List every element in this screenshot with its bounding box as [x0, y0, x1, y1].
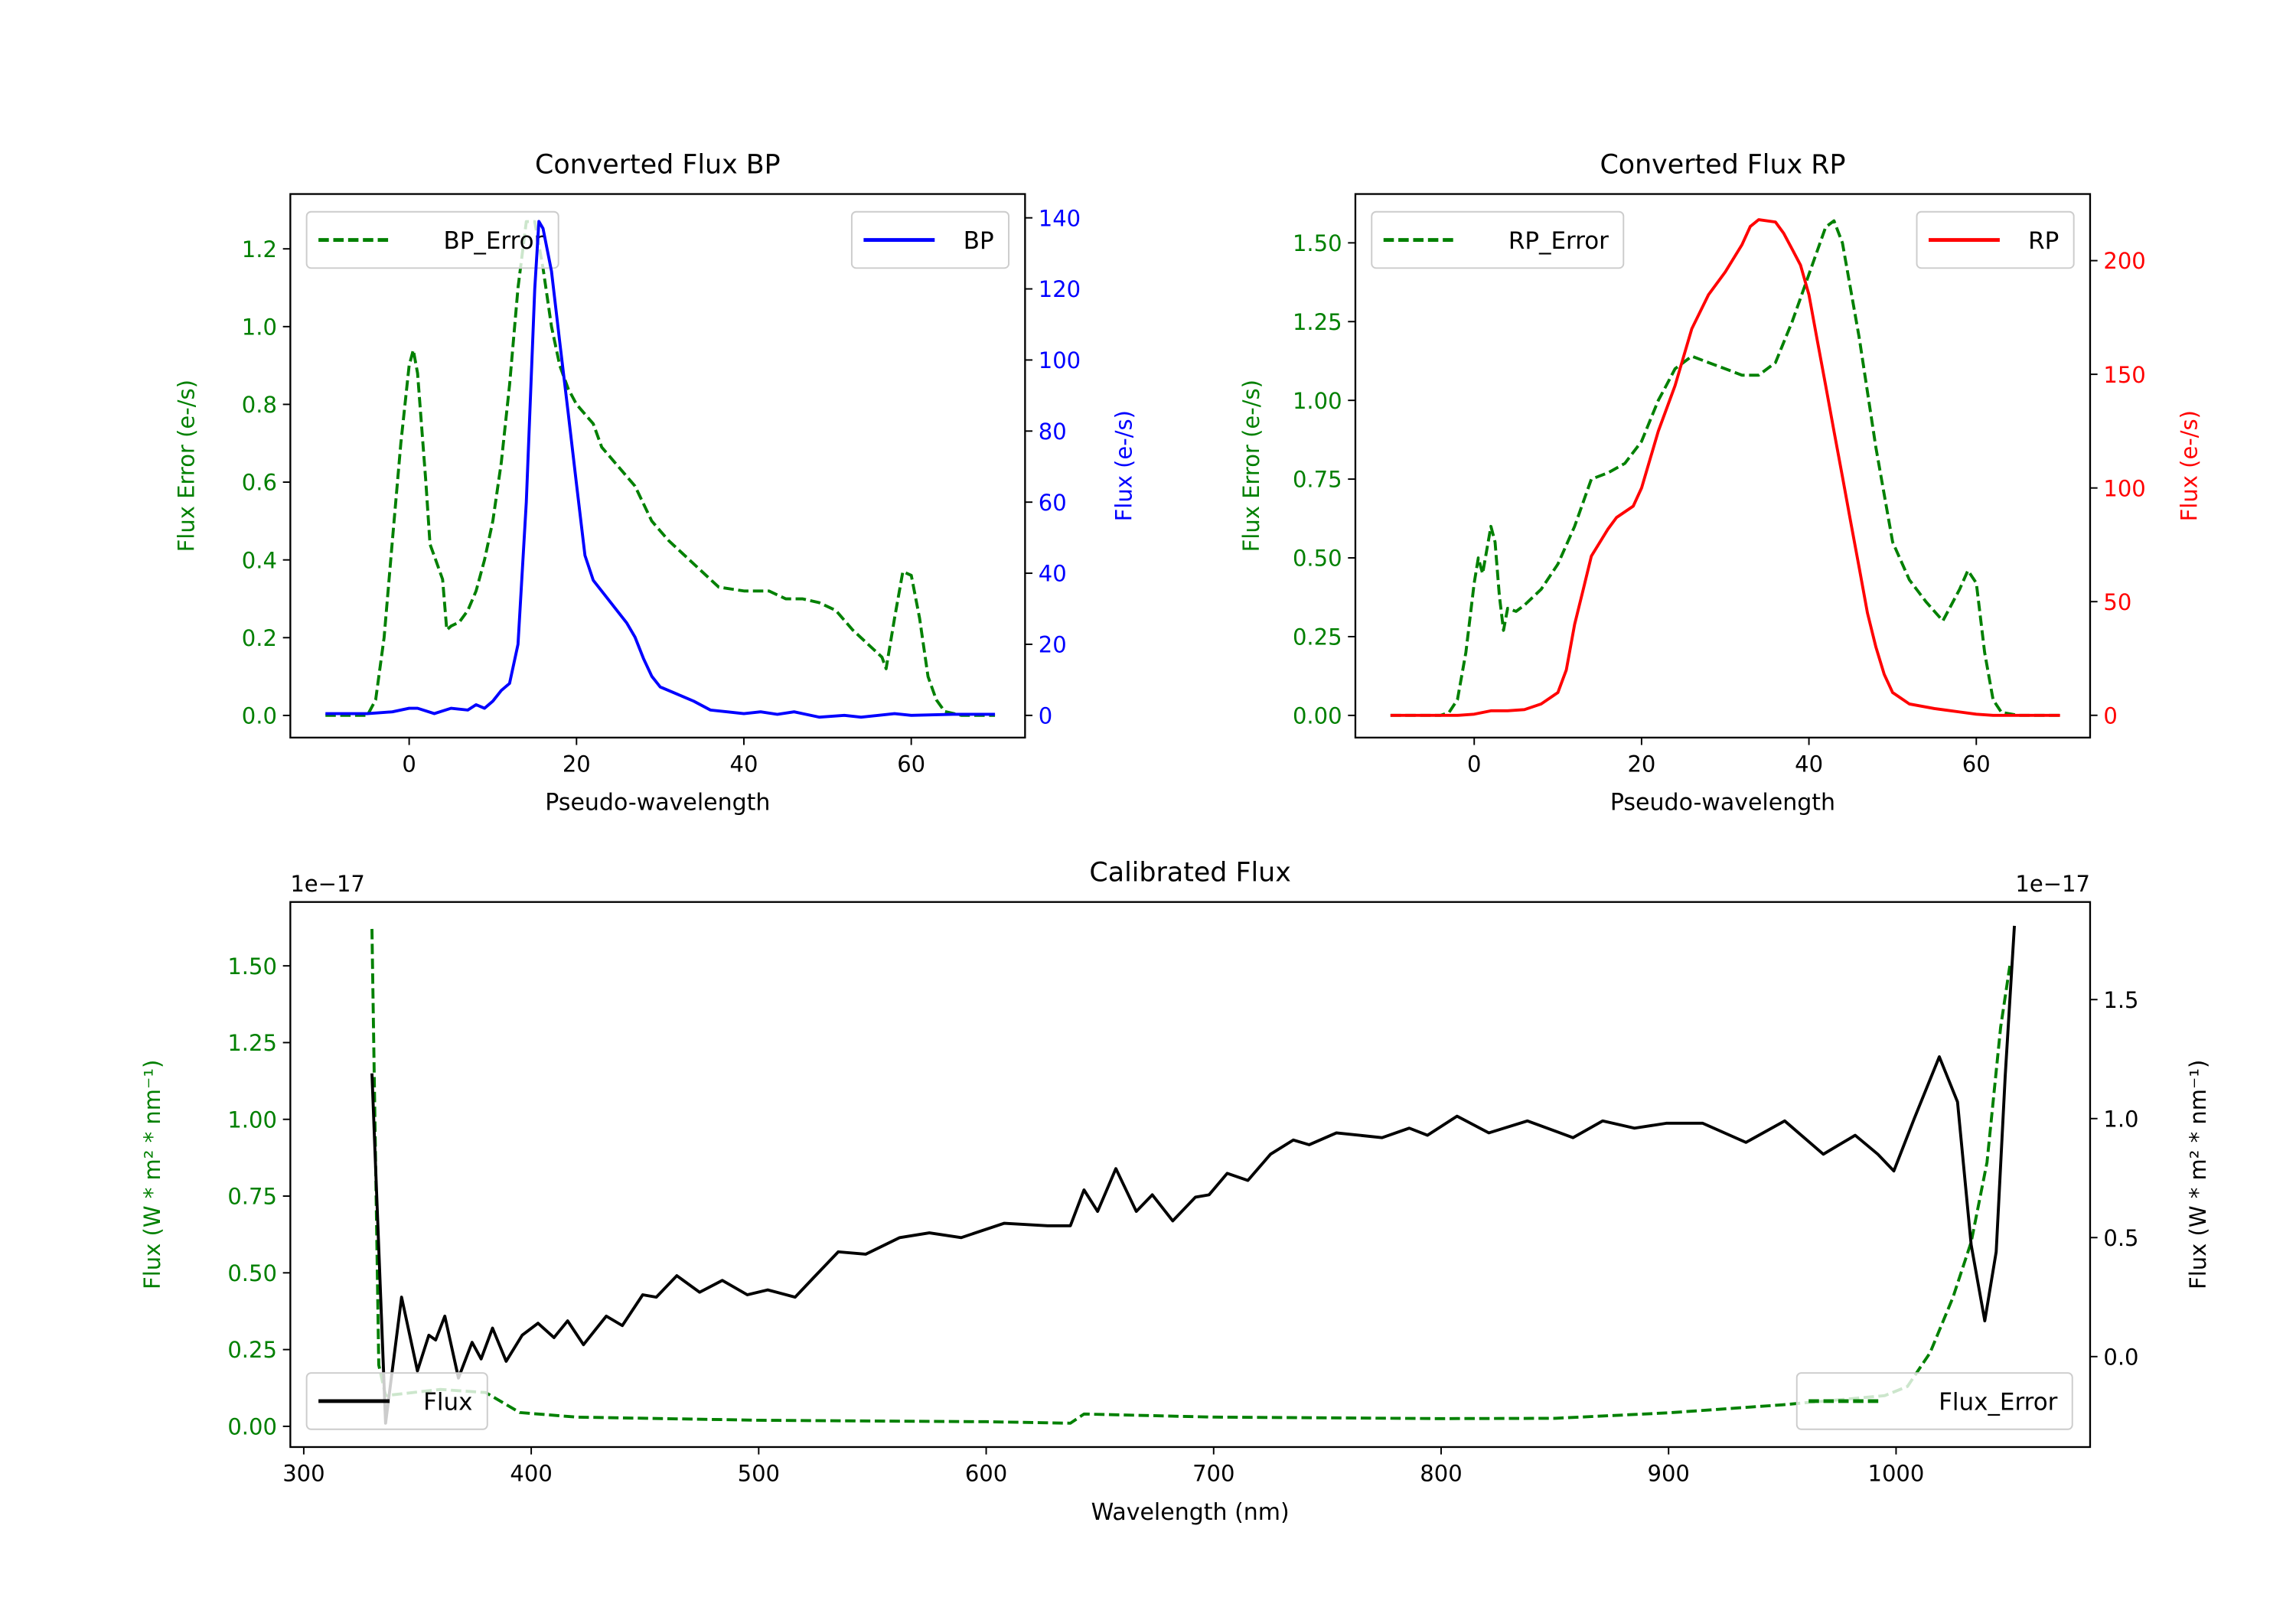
- series-flux-error: [370, 928, 2011, 1425]
- y-right-tick-label: 1.0: [2103, 1106, 2138, 1132]
- y-right-tick-label: 20: [1039, 632, 1067, 658]
- y-left-offset-text: 1e−17: [290, 871, 365, 897]
- y-right-tick-label: 150: [2103, 362, 2145, 388]
- y-left-tick-label: 0.0: [242, 703, 277, 729]
- y-right-tick-label: 0: [2103, 702, 2117, 729]
- x-tick-label: 60: [897, 751, 925, 777]
- series-rp-error: [1390, 219, 2060, 717]
- x-axis-label: Pseudo-wavelength: [545, 790, 770, 817]
- x-tick-label: 0: [402, 751, 416, 777]
- y-left-tick-label: 1.0: [242, 314, 277, 340]
- legend-rp-error: RP_Error: [1371, 210, 1625, 269]
- series-bp-error: [325, 220, 996, 717]
- y-right-tick-label: 100: [1039, 347, 1081, 373]
- y-right-axis-label: Flux (e-/s): [1111, 410, 1137, 521]
- y-left-tick-label: 0.25: [227, 1337, 277, 1363]
- y-left-tick-label: 0.4: [242, 547, 277, 573]
- x-tick-label: 1000: [1868, 1460, 1925, 1486]
- legend-flux: Flux: [305, 1372, 488, 1430]
- y-left-tick-label: 1.50: [1293, 230, 1342, 256]
- y-right-tick-label: 40: [1039, 561, 1067, 587]
- legend-label: BP_Error: [443, 227, 543, 255]
- subplot-converted-flux-bp: Converted Flux BP 0 20 40 60 Pseudo-wavelengt…: [174, 149, 1137, 816]
- legend-frame: [1371, 210, 1625, 269]
- axes-frame: [1354, 193, 2092, 739]
- y-right-tick-label: 0.5: [2103, 1225, 2138, 1251]
- legend-rp: RP: [1916, 210, 2075, 269]
- y-right-offset-text: 1e−17: [2015, 871, 2090, 897]
- legend-label: Flux: [423, 1389, 472, 1416]
- x-tick-label: 400: [510, 1460, 552, 1486]
- axes-frame: [289, 193, 1026, 739]
- y-left-tick-label: 1.50: [227, 953, 277, 980]
- legend-label: Flux_Error: [1939, 1389, 2058, 1416]
- x-tick-label: 20: [1627, 751, 1655, 777]
- y-left-tick-label: 1.00: [227, 1107, 277, 1133]
- legend-bp: BP: [850, 210, 1010, 269]
- y-left-axis-label: Flux Error (e-/s): [174, 380, 200, 552]
- y-right-tick-label: 0.0: [2103, 1344, 2138, 1370]
- x-tick-label: 300: [282, 1460, 325, 1486]
- y-left-tick-label: 0.50: [227, 1260, 277, 1286]
- y-left-tick-label: 1.00: [1293, 388, 1342, 414]
- legend-bp-error: BP_Error: [305, 210, 559, 269]
- y-left-tick-label: 0.2: [242, 625, 277, 651]
- x-tick-label: 700: [1192, 1460, 1234, 1486]
- y-right-axis-label: Flux (e-/s): [2176, 410, 2202, 521]
- axes-frame: [289, 901, 2092, 1449]
- x-tick-label: 40: [730, 751, 758, 777]
- y-right-tick-label: 120: [1039, 276, 1081, 302]
- subplot-calibrated-flux: Calibrated Flux 300 400 500 600 700 800 900 1000…: [139, 858, 2211, 1526]
- y-left-axis-label: Flux (W * m² * nm⁻¹): [139, 1060, 165, 1289]
- y-right-tick-label: 80: [1039, 419, 1067, 445]
- legend-frame: [305, 210, 559, 269]
- y-right-tick-label: 100: [2103, 475, 2145, 501]
- y-left-tick-label: 0.8: [242, 392, 277, 418]
- legend-label: RP: [2028, 227, 2059, 255]
- y-left-tick-label: 0.25: [1293, 624, 1342, 650]
- x-tick-label: 20: [563, 751, 591, 777]
- x-axis-label: Wavelength (nm): [1091, 1499, 1290, 1526]
- series-bp: [325, 220, 996, 719]
- y-left-axis-label: Flux Error (e-/s): [1238, 380, 1264, 552]
- y-right-tick-label: 50: [2103, 589, 2131, 615]
- y-left-tick-label: 0.75: [227, 1184, 277, 1210]
- y-left-tick-label: 0.50: [1293, 546, 1342, 572]
- x-axis-label: Pseudo-wavelength: [1610, 790, 1835, 817]
- legend-label: RP_Error: [1508, 227, 1609, 255]
- x-tick-label: 600: [965, 1460, 1007, 1486]
- y-left-tick-label: 0.00: [1293, 702, 1342, 729]
- y-left-tick-label: 0.6: [242, 470, 277, 496]
- y-left-tick-label: 0.75: [1293, 467, 1342, 493]
- y-right-tick-label: 0: [1039, 702, 1052, 729]
- y-left-tick-label: 0.00: [227, 1414, 277, 1440]
- legend-frame: [1795, 1372, 2073, 1430]
- y-left-tick-label: 1.25: [227, 1030, 277, 1056]
- x-tick-label: 900: [1648, 1460, 1690, 1486]
- y-left-tick-label: 1.25: [1293, 309, 1342, 335]
- legend-frame: [305, 1372, 488, 1430]
- y-right-tick-label: 140: [1039, 205, 1081, 231]
- legend-label: BP: [964, 227, 994, 255]
- x-tick-label: 800: [1420, 1460, 1462, 1486]
- x-tick-label: 0: [1467, 751, 1481, 777]
- y-right-axis-label: Flux (W * m² * nm⁻¹): [2185, 1060, 2211, 1289]
- x-tick-label: 500: [738, 1460, 780, 1486]
- subplot-converted-flux-rp: Converted Flux RP 0 20 40 60 Pseudo-wavelengt…: [1238, 149, 2202, 816]
- legend-flux-error: Flux_Error: [1795, 1372, 2073, 1430]
- chart-title: Converted Flux RP: [1600, 149, 1845, 180]
- chart-title: Converted Flux BP: [535, 149, 781, 180]
- x-tick-label: 60: [1962, 751, 1991, 777]
- y-right-tick-label: 200: [2103, 248, 2145, 274]
- y-left-tick-label: 1.2: [242, 236, 277, 262]
- series-flux: [370, 925, 2016, 1425]
- series-rp: [1390, 218, 2060, 717]
- x-tick-label: 40: [1795, 751, 1823, 777]
- y-right-tick-label: 60: [1039, 490, 1067, 516]
- chart-title: Calibrated Flux: [1089, 858, 1290, 888]
- y-right-tick-label: 1.5: [2103, 987, 2138, 1013]
